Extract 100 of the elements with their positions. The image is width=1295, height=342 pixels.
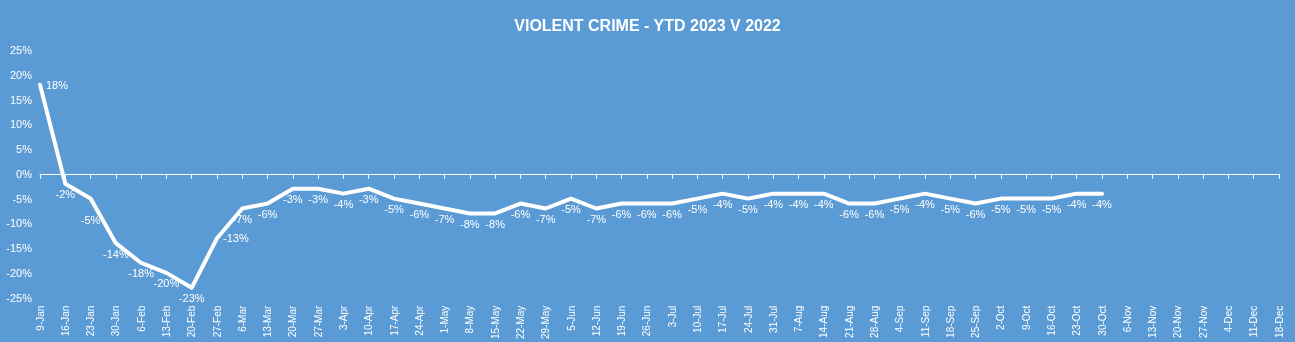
y-tick-label: -10% <box>6 217 33 230</box>
x-tick-label: 4-Dec <box>1222 305 1234 333</box>
y-tick-label: 15% <box>9 93 33 106</box>
data-label: -6% <box>510 208 531 221</box>
x-tick-label: 29-May <box>540 305 552 340</box>
x-tick-label: 25-Sep <box>970 305 982 338</box>
data-label: -4% <box>1066 198 1087 211</box>
data-label: -5% <box>889 203 910 216</box>
x-tick-label: 23-Oct <box>1071 305 1083 336</box>
x-tick-label: 19-Jun <box>616 305 628 337</box>
data-label: -7% <box>535 213 556 225</box>
x-tick-label: 16-Oct <box>1045 305 1057 336</box>
x-tick-label: 10-Jul <box>691 305 703 333</box>
data-label: -20% <box>153 277 180 290</box>
y-tick-label: 0% <box>16 167 33 180</box>
data-label: -8% <box>460 217 480 230</box>
data-label: -6% <box>637 208 657 221</box>
x-tick-label: 24-Jul <box>742 305 754 333</box>
data-label: -7% <box>586 213 607 225</box>
x-tick-label: 23-Jan <box>85 305 97 337</box>
x-tick-label: 6-Feb <box>135 305 147 332</box>
x-tick-label: 11-Sep <box>919 305 931 338</box>
y-tick-label: -25% <box>6 291 33 304</box>
data-label: -2% <box>55 188 76 201</box>
x-tick-label: 20-Mar <box>287 305 299 338</box>
x-tick-label: 17-Jul <box>717 305 729 333</box>
chart-title: VIOLENT CRIME - YTD 2023 V 2022 <box>514 16 781 34</box>
data-label: -8% <box>485 217 506 230</box>
data-label: -5% <box>687 203 708 216</box>
y-tick-label: -15% <box>6 242 33 255</box>
x-tick-label: 13-Nov <box>1147 305 1159 338</box>
data-label: -3% <box>283 193 303 206</box>
x-tick-label: 9-Oct <box>1020 305 1032 331</box>
data-label: -5% <box>384 203 404 216</box>
data-label: -4% <box>712 198 733 211</box>
data-label: -7% <box>434 213 455 225</box>
x-tick-label: 28-Aug <box>868 305 880 338</box>
x-tick-label: 27-Feb <box>211 305 223 338</box>
x-tick-label: 30-Oct <box>1096 305 1108 336</box>
data-label: -5% <box>80 214 101 227</box>
x-tick-label: 18-Sep <box>944 305 956 338</box>
x-tick-label: 2-Oct <box>995 305 1007 331</box>
data-label: -6% <box>965 208 986 221</box>
x-tick-label: 8-May <box>464 305 476 334</box>
data-label: -4% <box>333 198 354 211</box>
data-label: -5% <box>738 203 758 216</box>
data-label: -4% <box>763 198 784 211</box>
data-label: -6% <box>409 208 430 221</box>
x-tick-label: 15-May <box>489 305 501 340</box>
data-label: -4% <box>788 198 809 211</box>
x-tick-label: 31-Jul <box>767 305 779 333</box>
data-label: -5% <box>1041 203 1062 216</box>
y-tick-label: -5% <box>12 192 33 205</box>
x-tick-label: 17-Apr <box>388 304 400 336</box>
x-tick-label: 12-Jun <box>590 305 602 337</box>
data-label: -13% <box>223 232 249 245</box>
data-label: -6% <box>662 208 683 221</box>
x-tick-label: 22-May <box>514 305 526 340</box>
x-tick-label: 18-Dec <box>1273 305 1285 338</box>
x-tick-label: 13-Feb <box>160 305 172 338</box>
data-label: -4% <box>814 198 834 211</box>
x-tick-label: 16-Jan <box>59 305 71 337</box>
x-tick-label: 3-Apr <box>337 304 349 331</box>
data-label: -14% <box>103 247 129 260</box>
data-label: -4% <box>915 198 935 211</box>
x-tick-label: 24-Apr <box>413 304 425 336</box>
x-tick-label: 20-Nov <box>1172 305 1184 338</box>
x-tick-label: 9-Jan <box>34 305 46 331</box>
x-tick-label: 6-Mar <box>236 305 248 332</box>
data-label: -18% <box>128 267 155 280</box>
x-tick-label: 30-Jan <box>110 305 122 337</box>
y-tick-label: 10% <box>9 118 33 131</box>
x-tick-label: 26-Jun <box>641 305 653 337</box>
data-label: -4% <box>1092 198 1112 211</box>
y-tick-label: 25% <box>9 44 33 56</box>
x-tick-label: 14-Aug <box>818 305 830 338</box>
data-label: -3% <box>308 193 329 206</box>
y-tick-label: 5% <box>16 143 33 156</box>
data-label: -5% <box>561 203 581 216</box>
data-label: -5% <box>991 203 1011 216</box>
data-label: -23% <box>178 292 205 305</box>
x-tick-label: 5-Jun <box>565 305 577 331</box>
y-tick-label: 20% <box>9 68 33 81</box>
x-tick-label: 11-Dec <box>1248 305 1260 338</box>
data-label: -5% <box>1016 203 1037 216</box>
x-tick-label: 27-Nov <box>1197 305 1209 338</box>
x-tick-label: 4-Sep <box>894 305 906 333</box>
x-tick-label: 20-Feb <box>186 305 198 338</box>
x-tick-label: 21-Aug <box>843 305 855 338</box>
x-tick-label: 13-Mar <box>262 305 274 338</box>
x-tick-label: 6-Nov <box>1121 305 1133 333</box>
data-label: -6% <box>839 208 860 221</box>
x-tick-label: 3-Jul <box>666 305 678 328</box>
data-label: -6% <box>864 208 885 221</box>
data-label: -3% <box>358 193 379 206</box>
data-label: -6% <box>611 208 632 221</box>
x-tick-label: 1-May <box>439 305 451 334</box>
data-label: -5% <box>940 203 961 216</box>
data-label: -6% <box>257 208 278 221</box>
data-label: 18% <box>46 78 69 91</box>
